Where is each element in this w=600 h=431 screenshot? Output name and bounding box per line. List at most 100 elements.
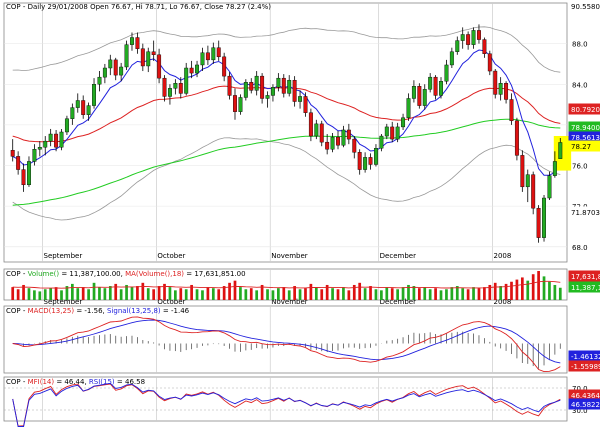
candle-body	[471, 30, 476, 45]
volume-value-badge-bg	[568, 270, 600, 282]
candle-body	[314, 123, 319, 137]
candle-body	[205, 52, 210, 61]
price-value-badge-bg	[568, 140, 600, 152]
candle-body	[16, 156, 21, 170]
macd-signal-line	[12, 319, 561, 364]
candle-body	[552, 161, 557, 176]
candle-body	[124, 44, 129, 68]
mfi-rsi-legend-part: MFI(14)	[28, 378, 55, 386]
candle-body	[254, 75, 259, 91]
candle-body	[140, 48, 145, 67]
candle-body	[547, 175, 552, 199]
candle-body	[336, 136, 340, 146]
price-value-badge-bg	[568, 0, 600, 12]
candle-body	[102, 67, 107, 78]
volume-ma-line	[12, 280, 561, 289]
candle-body	[249, 82, 254, 91]
candle-body	[64, 118, 69, 133]
volume-legend-part: MA(Volume(),18)	[125, 270, 184, 278]
candle-body	[487, 53, 492, 72]
osc-value-badge: 46.5822	[571, 401, 600, 409]
candle-body	[211, 47, 216, 61]
candle-body	[222, 56, 227, 77]
candle-body	[113, 59, 118, 76]
candle-body	[10, 150, 15, 157]
x-tick-label: November	[271, 252, 308, 260]
candle-body	[514, 120, 519, 156]
candle-body	[86, 105, 91, 115]
x-tick-label: October	[157, 252, 185, 260]
candle-body	[287, 79, 292, 94]
candle-body	[520, 155, 525, 188]
volume-legend-part: = 11,387,100.00,	[59, 270, 125, 278]
candle-body	[390, 126, 395, 140]
candle-body	[330, 136, 335, 150]
panel-frame-3	[3, 376, 568, 422]
candle-body	[346, 129, 351, 140]
candle-body	[319, 123, 324, 143]
candle-body	[233, 95, 237, 112]
osc-value-badge-bg	[568, 398, 600, 410]
candle-body	[173, 83, 178, 89]
macd-legend-part: = -1.56,	[74, 307, 107, 315]
x-tick-label: 2008	[494, 252, 512, 260]
candle-body	[395, 126, 400, 140]
candle-body	[70, 107, 75, 119]
candle-body	[81, 100, 86, 115]
candle-body	[466, 34, 471, 45]
candle-body	[422, 89, 427, 106]
osc-tick-label: 30.0	[572, 407, 588, 415]
candle-body	[37, 147, 42, 150]
candle-body	[281, 77, 286, 94]
mfi-rsi-legend-part: RSI(15)	[89, 378, 115, 386]
candle-body	[341, 129, 346, 146]
candle-body	[97, 76, 102, 85]
y-tick-label: 84.0	[572, 81, 588, 89]
last-bar-highlight	[553, 135, 572, 171]
osc-value-badge: 46.4364	[571, 392, 600, 400]
lower-band-line	[12, 137, 561, 221]
mfi-rsi-legend-part: = 46.44,	[54, 378, 89, 386]
candle-body	[32, 149, 37, 162]
ma-blue-line	[12, 49, 561, 176]
volume-value-badge-bg	[568, 281, 600, 293]
candle-body	[444, 64, 449, 82]
volume-legend-part: Volume()	[28, 270, 60, 278]
macd-line	[12, 316, 561, 373]
candle-body	[542, 197, 546, 238]
candle-body	[178, 83, 183, 94]
x-tick-label: September	[44, 252, 83, 260]
candle-body	[439, 81, 443, 96]
candle-body	[384, 126, 389, 137]
price-value-badge: 80.7920	[571, 106, 600, 114]
candle-body	[21, 169, 26, 186]
candle-body	[455, 40, 460, 52]
chart-header: COP - Daily 29/01/2008 Open 76.67, Hi 78…	[6, 3, 271, 11]
candle-body	[189, 67, 194, 74]
candle-body	[433, 76, 438, 96]
candle-body	[531, 174, 536, 209]
candle-body	[184, 67, 189, 94]
price-value-badge-bg	[568, 206, 600, 218]
candle-body	[477, 30, 481, 40]
candle-body	[162, 77, 167, 97]
rsi-line	[12, 382, 561, 427]
candle-body	[260, 75, 265, 99]
candle-body	[401, 117, 406, 128]
upper-band-line	[12, 26, 561, 73]
candle-body	[195, 64, 200, 74]
x-tick-label: December	[380, 252, 416, 260]
candle-body	[167, 88, 172, 97]
mfi-rsi-legend: COP - MFI(14) = 46.44, RSI(15) = 46.58	[6, 378, 145, 386]
candle-body	[227, 75, 232, 96]
candle-body	[108, 59, 113, 69]
candle-body	[200, 52, 205, 66]
candle-body	[43, 140, 48, 148]
candle-body	[119, 66, 124, 76]
candle-body	[536, 207, 541, 238]
macd-legend: COP - MACD(13,25) = -1.56, Signal(13,25,…	[6, 307, 190, 315]
price-value-badge: 71.8703	[571, 209, 600, 217]
candle-body	[357, 152, 362, 170]
candle-body	[303, 96, 308, 113]
